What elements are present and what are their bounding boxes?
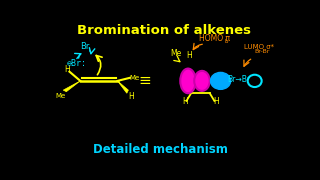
Polygon shape [63, 81, 80, 92]
Text: H: H [182, 97, 188, 106]
Text: Detailed mechanism: Detailed mechanism [93, 143, 228, 156]
Text: Br-Br: Br-Br [255, 49, 270, 54]
Polygon shape [117, 81, 128, 93]
Text: ⊖Br:: ⊖Br: [67, 59, 86, 68]
Text: HOMO π: HOMO π [199, 34, 230, 43]
Text: H: H [187, 51, 192, 60]
Text: Me: Me [129, 75, 140, 81]
Text: Me: Me [170, 49, 181, 58]
Text: Bromination of alkenes: Bromination of alkenes [77, 24, 251, 37]
Text: H: H [213, 97, 219, 106]
Ellipse shape [211, 72, 231, 89]
Ellipse shape [248, 75, 262, 87]
Text: Me: Me [56, 93, 66, 98]
Ellipse shape [194, 71, 210, 91]
Text: b: b [224, 39, 228, 44]
Text: ≡: ≡ [138, 73, 151, 88]
Text: H: H [64, 65, 70, 74]
Text: LUMO σ*: LUMO σ* [244, 44, 274, 50]
Text: Br: Br [80, 42, 90, 51]
Text: Br→Br: Br→Br [228, 75, 251, 84]
Ellipse shape [180, 69, 196, 93]
Text: H: H [128, 92, 133, 101]
